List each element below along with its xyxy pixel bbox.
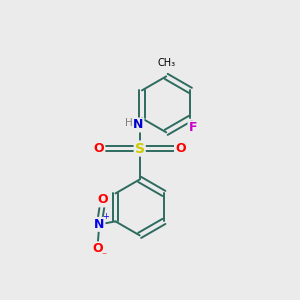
Text: N: N	[133, 118, 143, 131]
Text: O: O	[175, 142, 186, 155]
Text: F: F	[188, 121, 197, 134]
Text: O: O	[97, 194, 107, 206]
Text: H: H	[124, 118, 132, 128]
Text: ⁻: ⁻	[102, 251, 107, 261]
Text: S: S	[135, 142, 145, 155]
Text: +: +	[102, 212, 109, 220]
Text: O: O	[94, 142, 104, 155]
Text: O: O	[92, 242, 103, 255]
Text: CH₃: CH₃	[157, 58, 175, 68]
Text: N: N	[94, 218, 104, 231]
